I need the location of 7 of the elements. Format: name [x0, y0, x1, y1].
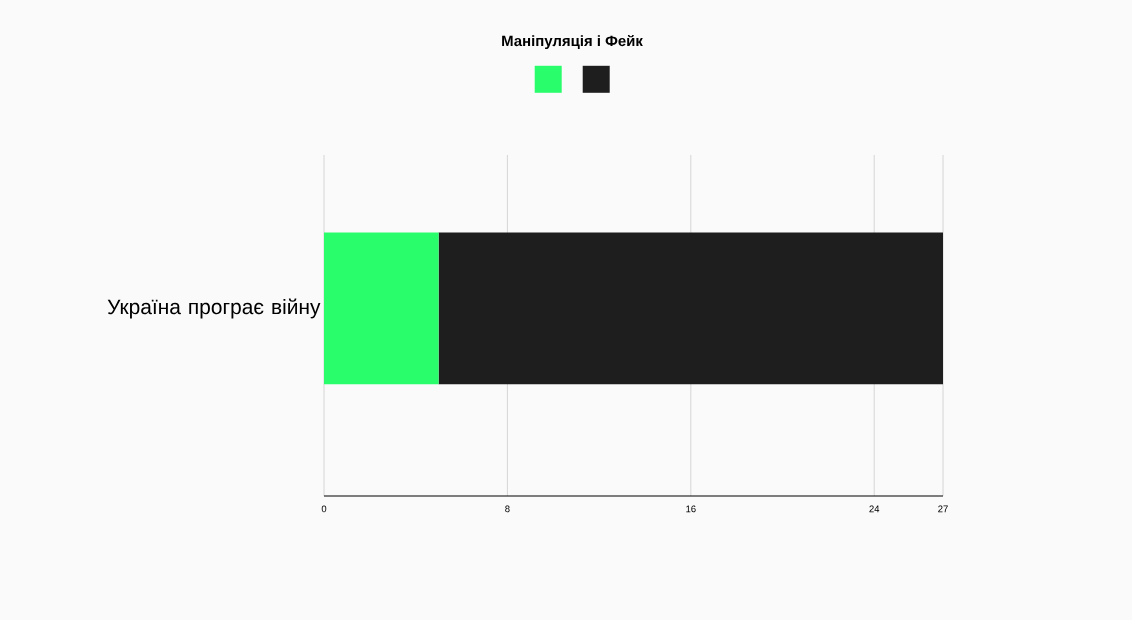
legend-title: Маніпуляція і Фейк — [502, 34, 643, 50]
y-tick-label: Україна програє війну — [107, 298, 321, 319]
x-tick-label: 27 — [938, 505, 948, 513]
x-tick-label: 0 — [321, 505, 327, 513]
x-tick-label: 8 — [505, 505, 510, 513]
x-tick-label: 24 — [869, 505, 880, 513]
x-tick-label: 16 — [686, 505, 696, 513]
